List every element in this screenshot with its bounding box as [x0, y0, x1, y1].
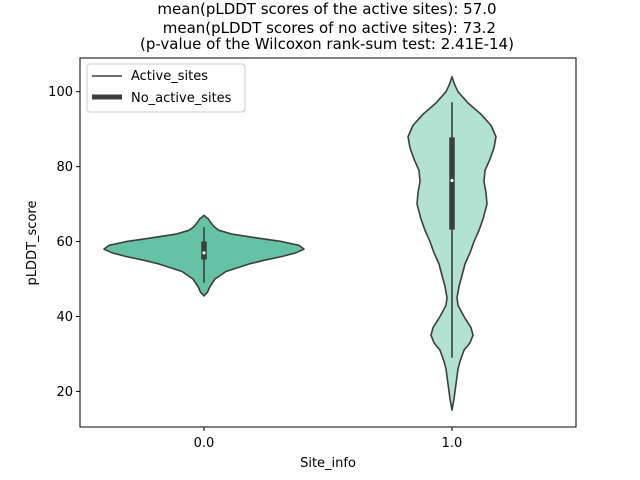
y-tick-label: 20 — [56, 385, 73, 400]
chart-title-line-3: (p-value of the Wilcoxon rank-sum test: … — [140, 35, 514, 53]
chart-title-line-2: mean(pLDDT scores of no active sites): 7… — [158, 19, 496, 37]
legend-label-no-active-sites: No_active_sites — [131, 91, 232, 106]
y-tick-label: 80 — [56, 160, 73, 175]
y-tick-label: 40 — [56, 310, 73, 325]
x-axis-ticks: 0.0 1.0 — [194, 427, 463, 451]
chart-title-line-1: mean(pLDDT scores of the active sites): … — [157, 0, 496, 18]
legend-box — [86, 63, 246, 113]
y-tick-label: 100 — [48, 85, 73, 100]
y-axis-label: pLDDT_score — [25, 201, 40, 286]
violin-median-1.0 — [450, 178, 454, 183]
violin-layer — [103, 75, 497, 411]
x-tick-label: 1.0 — [442, 436, 463, 451]
y-tick-label: 60 — [56, 235, 73, 250]
legend-label-active-sites: Active_sites — [131, 69, 208, 84]
x-axis-label: Site_info — [300, 456, 356, 471]
violin-median-0.0 — [202, 251, 206, 255]
plot-frame — [79, 57, 577, 428]
legend: Active_sites No_active_sites — [86, 63, 246, 113]
y-axis-ticks: 20 40 60 80 100 — [48, 85, 80, 400]
x-tick-label: 0.0 — [194, 436, 215, 451]
